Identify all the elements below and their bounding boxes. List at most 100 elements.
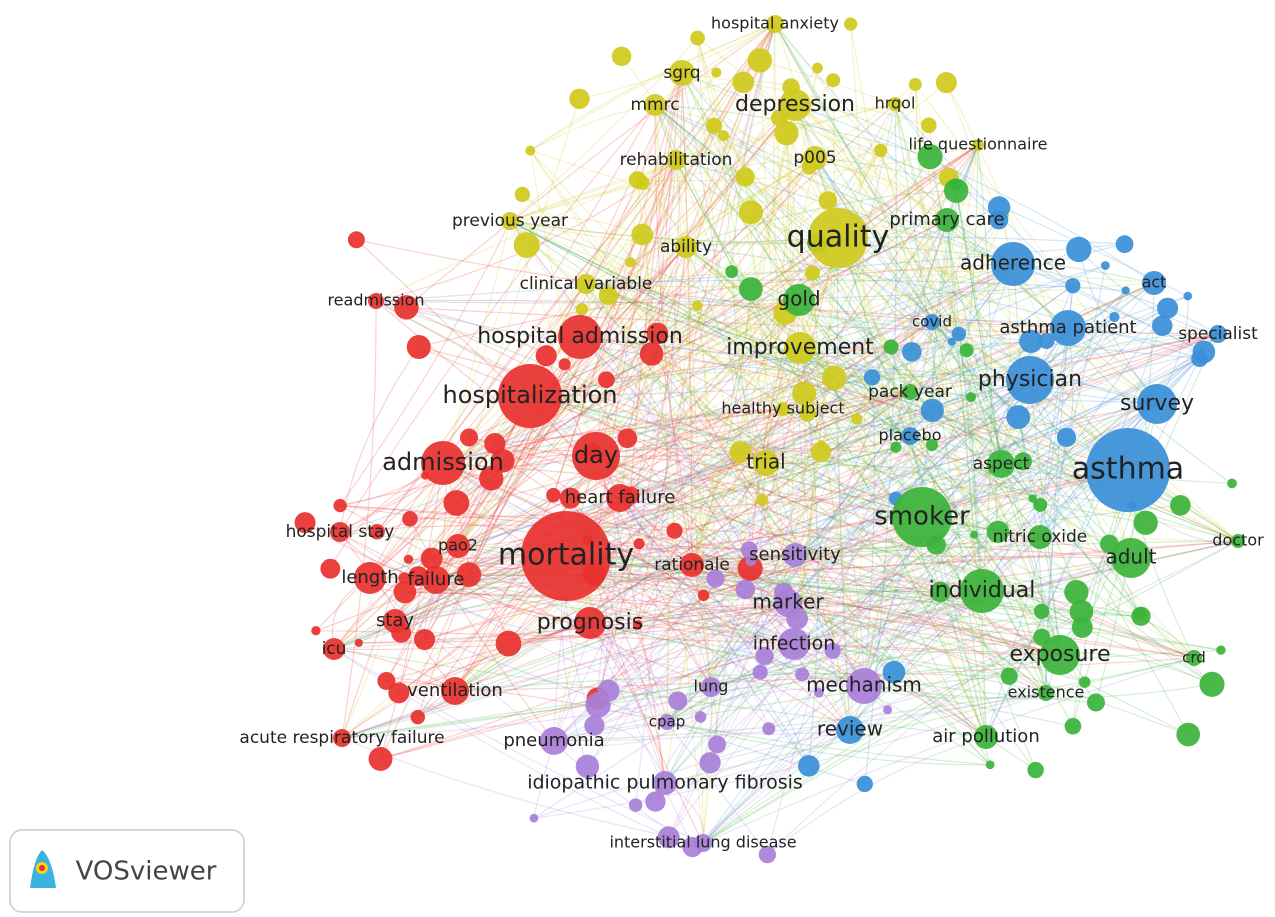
node-label[interactable]: cpap xyxy=(649,713,685,731)
node-bubble xyxy=(799,404,817,422)
node-label[interactable]: heart failure xyxy=(565,487,676,508)
node-bubble xyxy=(394,295,419,320)
node-label[interactable]: mechanism xyxy=(806,673,922,697)
node-label[interactable]: day xyxy=(574,441,618,469)
node-label[interactable]: pack year xyxy=(868,382,952,402)
edge xyxy=(587,23,776,541)
node-bubble xyxy=(1038,685,1054,701)
node-label[interactable]: improvement xyxy=(726,335,874,360)
edge xyxy=(761,263,1014,501)
edge xyxy=(793,643,987,738)
node-label[interactable]: hospitalization xyxy=(442,381,617,409)
edge xyxy=(619,497,770,730)
node-label[interactable]: review xyxy=(817,717,883,741)
node-label[interactable]: survey xyxy=(1120,391,1194,416)
node-label[interactable]: rehabilitation xyxy=(620,150,733,170)
edge xyxy=(981,403,1158,592)
node-label[interactable]: ability xyxy=(660,237,712,257)
node-label[interactable]: ventilation xyxy=(407,680,503,701)
edge xyxy=(435,391,911,581)
node-bubble xyxy=(804,265,821,281)
node-label[interactable]: gold xyxy=(777,287,820,311)
node-label[interactable]: physician xyxy=(978,367,1082,392)
edge xyxy=(339,531,456,692)
node-label[interactable]: act xyxy=(1142,273,1167,292)
node-label[interactable]: sensitivity xyxy=(749,544,841,565)
node-label[interactable]: prognosis xyxy=(537,610,643,635)
node-label[interactable]: life questionnaire xyxy=(908,135,1047,154)
node-label[interactable]: depression xyxy=(735,92,855,117)
edge xyxy=(454,494,554,692)
node-label[interactable]: failure xyxy=(408,569,465,590)
edge xyxy=(691,157,816,566)
node-label[interactable]: covid xyxy=(912,313,952,331)
edge xyxy=(333,396,972,650)
node-label[interactable]: sgrq xyxy=(663,63,700,83)
node-label[interactable]: clinical variable xyxy=(520,274,653,294)
edge xyxy=(1078,249,1158,405)
edge xyxy=(774,23,933,323)
edge xyxy=(666,446,897,723)
node-label[interactable]: air pollution xyxy=(932,726,1039,747)
edge xyxy=(375,300,1061,656)
node-label[interactable]: icu xyxy=(322,639,347,659)
node-bubble xyxy=(501,212,519,230)
node-label[interactable]: idiopathic pulmonary fibrosis xyxy=(527,772,803,794)
node-label[interactable]: rationale xyxy=(654,555,730,575)
node-label[interactable]: infection xyxy=(753,633,836,655)
node-label[interactable]: exposure xyxy=(1009,642,1110,667)
node-label[interactable]: interstitial lung disease xyxy=(609,833,796,852)
node-label[interactable]: doctor xyxy=(1212,531,1264,550)
node-label[interactable]: hospital stay xyxy=(286,522,395,542)
edge xyxy=(880,150,1061,656)
node-label[interactable]: nitric oxide xyxy=(993,527,1088,547)
edge xyxy=(593,219,948,726)
node-label[interactable]: mmrc xyxy=(630,95,679,115)
node-bubble xyxy=(311,625,321,636)
node-label[interactable]: adherence xyxy=(960,251,1066,275)
node-label[interactable]: admission xyxy=(382,448,504,476)
node-label[interactable]: p005 xyxy=(793,148,836,168)
node-label[interactable]: hrqol xyxy=(875,94,916,113)
node-label[interactable]: pneumonia xyxy=(503,730,604,751)
node-label[interactable]: trial xyxy=(746,450,785,474)
edge xyxy=(863,377,876,687)
edge xyxy=(691,104,796,566)
node-label[interactable]: pao2 xyxy=(438,536,478,555)
edge xyxy=(424,159,677,476)
edge xyxy=(565,555,1061,656)
logo[interactable]: VOSviewer xyxy=(9,829,245,913)
edge xyxy=(585,269,1155,285)
edge xyxy=(435,98,581,581)
node-label[interactable]: asthma xyxy=(1072,452,1184,487)
node-label[interactable]: hospital anxiety xyxy=(711,14,839,33)
node-label[interactable]: marker xyxy=(752,590,824,614)
node-label[interactable]: length xyxy=(341,567,398,588)
node-label[interactable]: lung xyxy=(694,677,729,696)
node-label[interactable]: stay xyxy=(376,610,414,631)
node-label[interactable]: placebo xyxy=(879,426,942,445)
node-label[interactable]: adult xyxy=(1105,545,1156,569)
node-label[interactable]: hospital admission xyxy=(477,324,683,349)
node-label[interactable]: primary care xyxy=(889,209,1004,230)
node-label[interactable]: asthma patient xyxy=(999,317,1136,338)
node-label[interactable]: aspect xyxy=(973,454,1030,474)
edge xyxy=(863,214,1005,687)
node-label[interactable]: existence xyxy=(1008,683,1085,702)
node-label[interactable]: specialist xyxy=(1178,324,1258,344)
node-label[interactable]: readmission xyxy=(327,291,424,310)
edge xyxy=(759,59,896,105)
node-label[interactable]: healthy subject xyxy=(721,399,844,418)
node-label[interactable]: previous year xyxy=(452,211,568,231)
node-label[interactable]: mortality xyxy=(498,538,634,573)
node-label[interactable]: acute respiratory failure xyxy=(239,728,444,748)
edge xyxy=(691,358,1200,566)
node-bubble xyxy=(908,77,922,91)
edge xyxy=(1029,379,1141,615)
node-label[interactable]: crd xyxy=(1182,649,1206,667)
edge xyxy=(691,237,839,566)
edge xyxy=(589,622,694,848)
node-label[interactable]: individual xyxy=(929,578,1036,603)
node-label[interactable]: smoker xyxy=(874,502,970,532)
node-label[interactable]: quality xyxy=(787,220,890,255)
